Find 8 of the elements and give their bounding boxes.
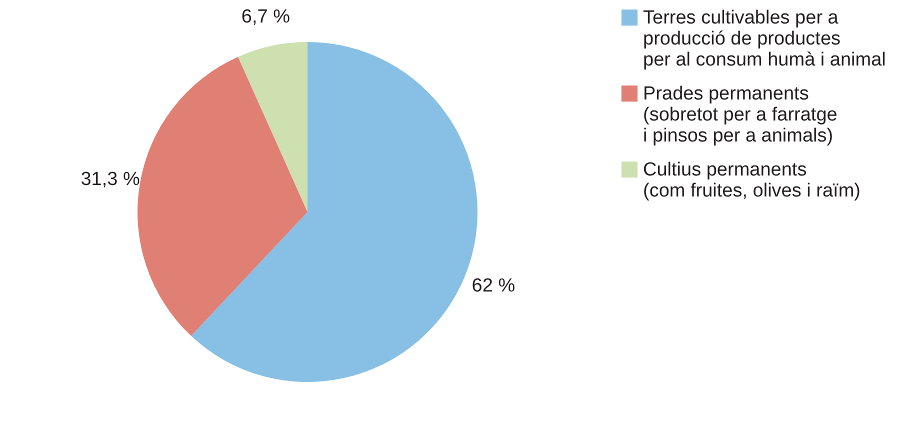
pie-slice bbox=[238, 42, 308, 212]
data-label: 6,7 % bbox=[241, 6, 290, 28]
data-label: 31,3 % bbox=[80, 168, 140, 190]
pie-slice bbox=[138, 56, 308, 336]
data-label: 62 % bbox=[472, 276, 516, 297]
legend-label: Terres cultivables per a producció de productes per al consum humà i animal bbox=[643, 8, 886, 70]
legend-label: Prades permanents (sobretot per a farratge i pinsos per a animals) bbox=[643, 84, 838, 146]
legend-label: Cultius permanents (com fruites, olives i raïm) bbox=[643, 160, 860, 202]
